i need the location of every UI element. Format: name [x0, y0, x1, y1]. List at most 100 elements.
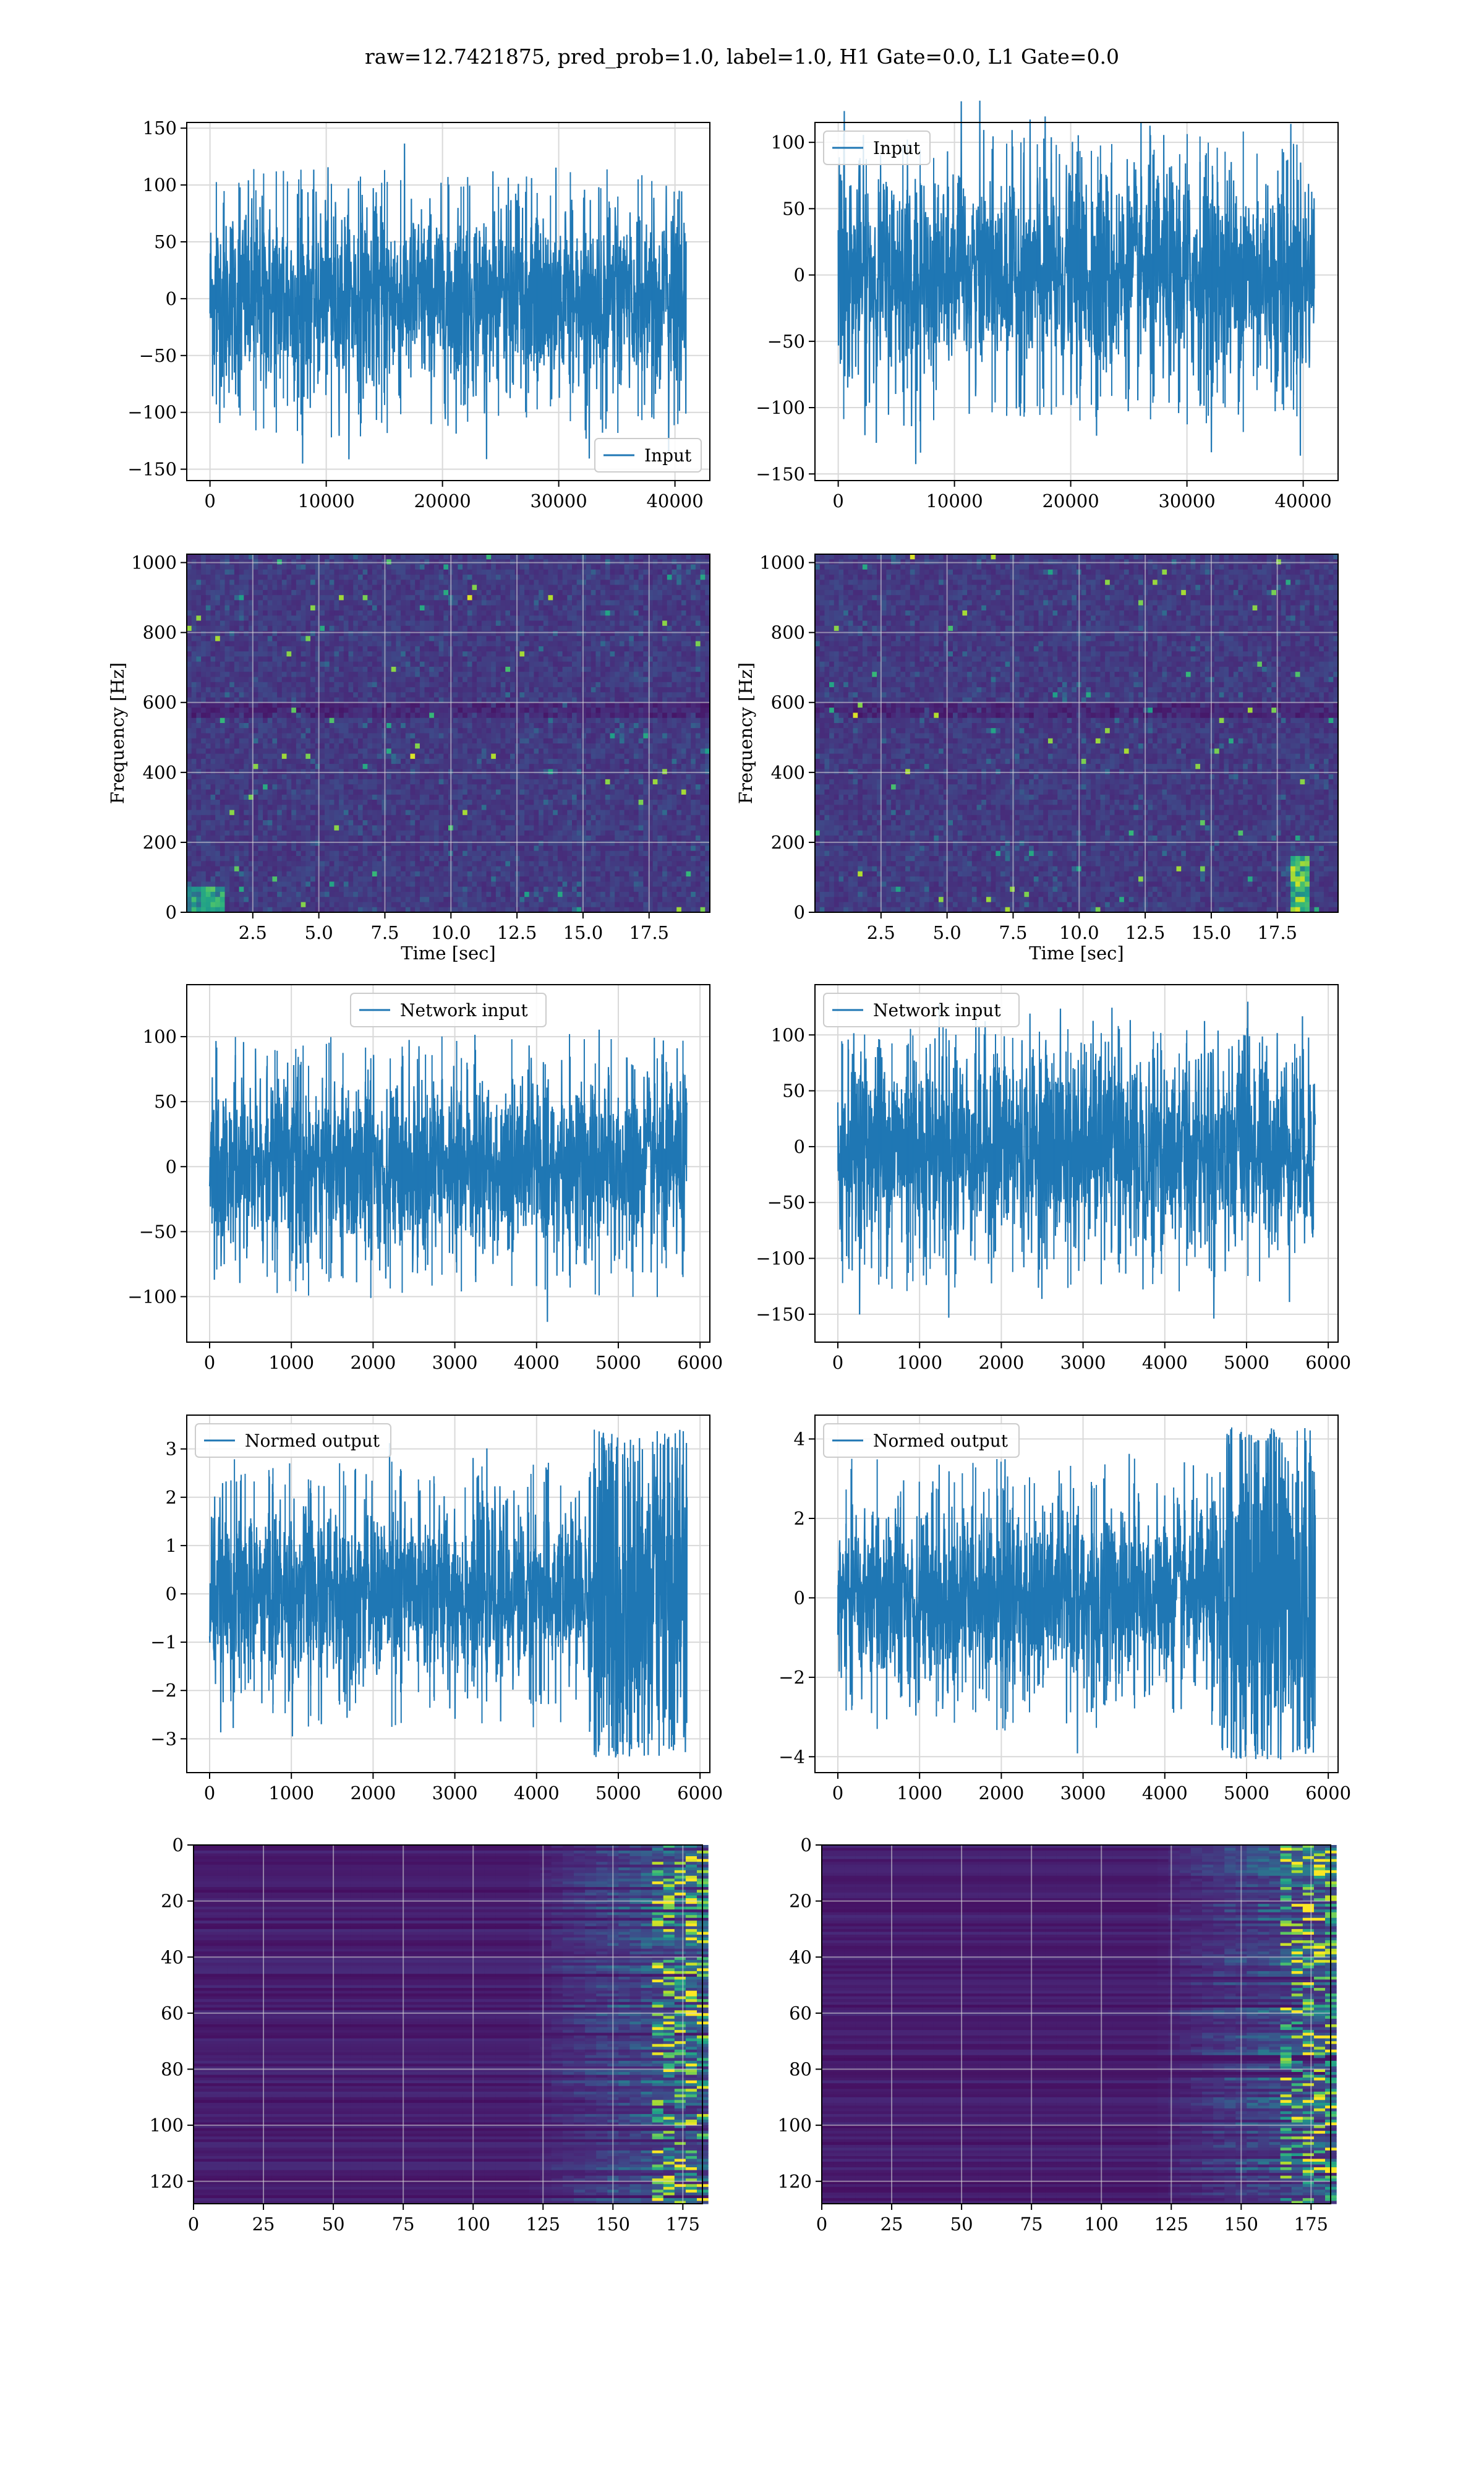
heatmap-cell — [320, 621, 325, 627]
heatmap-cell — [234, 554, 239, 560]
heatmap-cell — [600, 692, 605, 698]
heatmap-cell — [615, 590, 620, 596]
heatmap-cell — [443, 641, 448, 647]
heatmap-cell — [291, 748, 296, 754]
heatmap-cell — [681, 626, 686, 631]
subplot-3: 2.5 5.0 7.5 10.0 12.5 15.0 17.5020040060080010… — [107, 552, 710, 964]
heatmap-cell — [377, 570, 382, 575]
heatmap-cell — [334, 631, 339, 636]
heatmap-cell — [558, 708, 563, 713]
heatmap-cell — [244, 743, 249, 749]
heatmap-cell — [524, 626, 529, 631]
heatmap-cell — [353, 743, 358, 749]
heatmap-cell — [529, 677, 534, 683]
heatmap-cell — [667, 636, 672, 641]
heatmap-cell — [667, 615, 672, 621]
heatmap-cell — [406, 636, 411, 641]
heatmap-cell — [591, 570, 596, 575]
heatmap-cell — [605, 677, 610, 683]
heatmap-cell — [595, 677, 600, 683]
heatmap-cell — [334, 656, 339, 662]
heatmap-cell — [215, 734, 220, 739]
heatmap-cell — [192, 656, 197, 662]
heatmap-cell — [643, 713, 648, 718]
heatmap-cell — [201, 610, 206, 616]
heatmap-cell — [477, 554, 482, 560]
heatmap-cell — [411, 738, 416, 744]
heatmap-cell — [686, 713, 691, 718]
heatmap-cell — [672, 734, 677, 739]
heatmap-cell — [686, 667, 691, 672]
heatmap-cell — [187, 656, 192, 662]
heatmap-cell — [453, 656, 458, 662]
heatmap-cell — [310, 662, 315, 667]
heatmap-cell — [234, 743, 239, 749]
heatmap-cell — [676, 677, 681, 683]
heatmap-cell — [672, 656, 677, 662]
heatmap-cell — [482, 656, 487, 662]
heatmap-cell — [701, 672, 706, 677]
heatmap-cell — [620, 738, 625, 744]
heatmap-cell — [463, 641, 467, 647]
heatmap-cell — [382, 708, 386, 713]
heatmap-cell — [268, 682, 273, 688]
heatmap-cell — [372, 743, 377, 749]
heatmap-cell — [434, 621, 439, 627]
heatmap-cell — [472, 718, 477, 724]
heatmap-cell — [595, 631, 600, 636]
heatmap-cell — [434, 703, 439, 708]
heatmap-cell — [339, 734, 344, 739]
heatmap-cell — [463, 692, 467, 698]
heatmap-cell — [605, 565, 610, 570]
heatmap-cell — [510, 656, 515, 662]
heatmap-cell — [258, 610, 263, 616]
heatmap-cell — [463, 621, 467, 627]
heatmap-cell — [305, 636, 310, 641]
heatmap-cell — [510, 595, 515, 601]
heatmap-cell — [192, 621, 197, 627]
heatmap-cell — [501, 554, 506, 560]
heatmap-cell — [229, 590, 234, 596]
heatmap-cell — [296, 703, 301, 708]
heatmap-cell — [201, 575, 206, 580]
heatmap-cell — [643, 585, 648, 591]
heatmap-cell — [620, 703, 625, 708]
heatmap-cell — [524, 554, 529, 560]
heatmap-cell — [595, 570, 600, 575]
heatmap-cell — [519, 575, 524, 580]
heatmap-cell — [463, 570, 467, 575]
heatmap-cell — [429, 682, 434, 688]
heatmap-cell — [544, 656, 548, 662]
heatmap-cell — [610, 606, 615, 611]
heatmap-cell — [653, 615, 658, 621]
heatmap-cell — [330, 708, 335, 713]
heatmap-cell — [701, 641, 706, 647]
heatmap-cell — [667, 570, 672, 575]
heatmap-cell — [600, 651, 605, 657]
heatmap-cell — [301, 590, 306, 596]
heatmap-cell — [625, 708, 629, 713]
heatmap-cell — [211, 677, 216, 683]
heatmap-cell — [639, 606, 644, 611]
heatmap-cell — [406, 738, 411, 744]
heatmap-cell — [463, 672, 467, 677]
heatmap-cell — [344, 728, 349, 734]
heatmap-cell — [244, 723, 249, 729]
heatmap-cell — [701, 667, 706, 672]
heatmap-cell — [358, 651, 363, 657]
heatmap-cell — [334, 606, 339, 611]
heatmap-cell — [534, 626, 539, 631]
heatmap-cell — [229, 646, 234, 652]
heatmap-cell — [467, 651, 472, 657]
heatmap-cell — [244, 590, 249, 596]
heatmap-cell — [344, 682, 349, 688]
heatmap-cell — [334, 651, 339, 657]
heatmap-cell — [629, 565, 634, 570]
heatmap-cell — [567, 651, 572, 657]
heatmap-cell — [391, 687, 396, 693]
heatmap-cell — [534, 600, 539, 606]
heatmap-cell — [505, 682, 510, 688]
heatmap-cell — [372, 682, 377, 688]
heatmap-cell — [215, 636, 220, 641]
heatmap-cell — [258, 615, 263, 621]
